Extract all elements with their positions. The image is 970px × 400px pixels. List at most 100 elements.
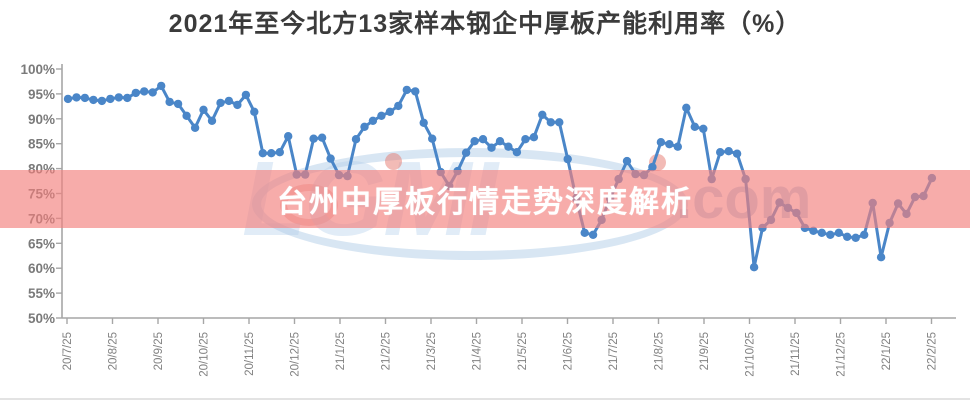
x-axis-label: 22/2/25 xyxy=(927,332,939,370)
data-point xyxy=(419,118,428,128)
data-point xyxy=(80,93,90,103)
data-point xyxy=(461,148,471,157)
data-point xyxy=(555,118,564,127)
data-point xyxy=(233,100,242,110)
data-point xyxy=(876,253,886,262)
data-point xyxy=(114,93,124,102)
data-point xyxy=(538,110,547,120)
data-point xyxy=(834,228,843,237)
data-point xyxy=(190,123,200,132)
x-axis-label: 21/7/25 xyxy=(608,332,620,370)
x-axis-label: 20/10/25 xyxy=(199,332,211,377)
data-point xyxy=(123,93,132,103)
data-point xyxy=(63,94,73,104)
data-point xyxy=(241,90,251,100)
data-point xyxy=(699,124,708,133)
x-axis-label: 20/9/25 xyxy=(153,332,165,370)
y-axis-label: 50% xyxy=(28,311,55,326)
data-point xyxy=(588,230,598,239)
y-axis-label: 85% xyxy=(28,137,55,152)
x-axis-label: 20/8/25 xyxy=(108,332,120,370)
data-point xyxy=(851,233,860,242)
data-point xyxy=(690,122,699,131)
x-axis-label: 21/11/25 xyxy=(790,332,802,376)
data-point xyxy=(385,107,395,117)
x-axis-label: 21/4/25 xyxy=(472,332,484,370)
data-point xyxy=(89,95,98,105)
data-point xyxy=(504,142,513,151)
x-axis-label: 21/12/25 xyxy=(836,332,848,377)
data-point xyxy=(148,88,157,97)
data-point xyxy=(402,85,411,95)
data-point xyxy=(326,154,335,163)
data-point xyxy=(749,263,759,272)
x-axis-label: 20/7/25 xyxy=(62,332,74,370)
data-point xyxy=(411,87,420,96)
x-axis-label: 21/10/25 xyxy=(745,332,757,377)
x-axis-label: 21/6/25 xyxy=(563,332,575,370)
data-point xyxy=(258,149,267,158)
watermark-red-dot xyxy=(385,153,402,170)
y-axis-label: 95% xyxy=(28,87,55,102)
data-point xyxy=(860,230,869,239)
bottom-divider xyxy=(0,398,970,400)
chart-title: 2021年至今北方13家样本钢企中厚板产能利用率（%） xyxy=(168,10,802,38)
data-point xyxy=(140,87,149,96)
data-point xyxy=(216,98,225,108)
data-point xyxy=(495,137,505,146)
data-point xyxy=(546,118,555,127)
data-point xyxy=(360,122,369,131)
data-point xyxy=(724,147,733,156)
x-axis-label: 21/3/25 xyxy=(426,332,438,370)
data-point xyxy=(368,116,378,126)
data-point xyxy=(267,149,276,158)
data-point xyxy=(732,149,742,158)
y-axis-label: 100% xyxy=(20,62,55,77)
data-point xyxy=(529,133,539,142)
data-point xyxy=(817,228,826,237)
x-axis-label: 21/5/25 xyxy=(517,332,529,370)
data-point xyxy=(843,232,852,241)
data-point xyxy=(521,135,530,144)
data-point xyxy=(428,134,437,143)
data-point xyxy=(826,230,835,239)
y-axis-label: 60% xyxy=(28,261,55,276)
data-point xyxy=(250,107,259,117)
x-axis-label: 21/8/25 xyxy=(654,332,666,370)
x-axis-label: 21/1/25 xyxy=(335,332,347,370)
y-axis-label: 55% xyxy=(28,286,55,301)
data-point xyxy=(809,226,818,235)
data-point xyxy=(182,111,191,121)
x-axis-label: 21/9/25 xyxy=(699,332,711,370)
data-point xyxy=(224,96,234,106)
data-point xyxy=(470,137,479,146)
data-point xyxy=(580,228,589,237)
data-point xyxy=(377,111,386,121)
data-point xyxy=(131,88,140,98)
data-point xyxy=(284,132,293,141)
data-point xyxy=(275,148,284,157)
data-point xyxy=(716,148,725,157)
data-point xyxy=(487,143,496,152)
data-point xyxy=(173,99,183,109)
data-point xyxy=(394,101,403,111)
data-point xyxy=(563,154,572,164)
data-point xyxy=(622,156,632,166)
data-point xyxy=(199,105,208,115)
data-point xyxy=(648,162,657,172)
x-axis-label: 20/11/25 xyxy=(244,332,256,376)
x-axis-label: 21/2/25 xyxy=(381,332,393,370)
data-point xyxy=(673,142,682,151)
y-axis-label: 90% xyxy=(28,112,55,127)
x-axis-label: 22/1/25 xyxy=(881,332,893,370)
y-axis-label: 65% xyxy=(28,236,55,251)
data-point xyxy=(207,116,217,126)
promo-banner-text: 台州中厚板行情走势深度解析 xyxy=(277,186,693,219)
data-point xyxy=(512,148,522,157)
data-point xyxy=(157,81,166,91)
data-point xyxy=(165,97,174,107)
data-point xyxy=(106,94,115,104)
data-point xyxy=(351,135,361,144)
data-point xyxy=(665,140,674,149)
